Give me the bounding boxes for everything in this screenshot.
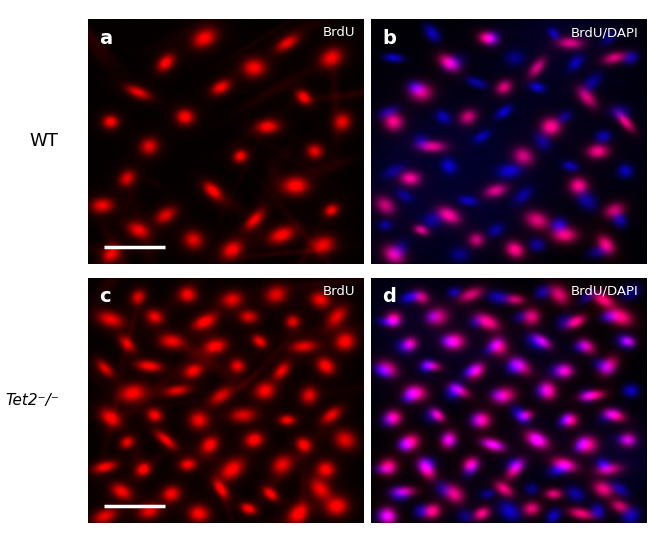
Text: a: a (99, 29, 112, 47)
Text: d: d (382, 287, 396, 306)
Text: BrdU/DAPI: BrdU/DAPI (571, 26, 638, 39)
Text: b: b (382, 29, 396, 47)
Text: c: c (99, 287, 110, 306)
Text: Tet2⁻/⁻: Tet2⁻/⁻ (6, 393, 59, 407)
Text: WT: WT (29, 133, 58, 150)
Text: BrdU: BrdU (322, 285, 355, 298)
Text: BrdU/DAPI: BrdU/DAPI (571, 285, 638, 298)
Text: BrdU: BrdU (322, 26, 355, 39)
